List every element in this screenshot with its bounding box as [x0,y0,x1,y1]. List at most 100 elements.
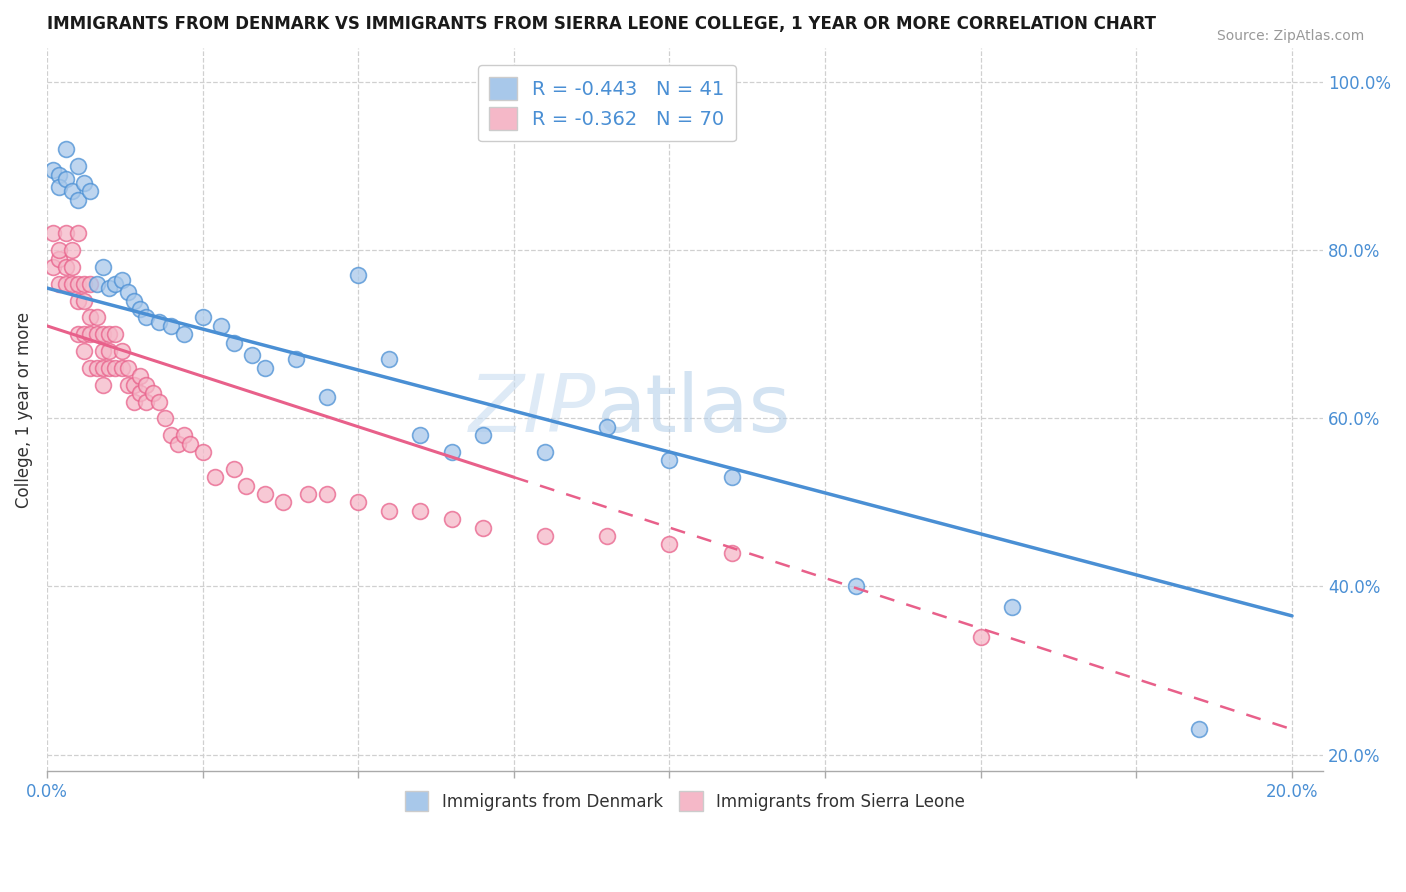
Point [73,293,96,308]
Point [86,327,108,342]
Point [48,180,70,194]
Point [66,293,89,308]
Y-axis label: College, 1 year or more: College, 1 year or more [15,312,32,508]
Point [104,327,127,342]
Point [79,277,101,291]
Point [191,445,214,459]
Point [122,394,145,409]
Point [297,487,319,501]
Point [79,185,101,199]
Point [122,293,145,308]
Point [142,386,165,401]
Point [222,462,245,476]
Point [110,360,132,375]
Point [48,277,70,291]
Point [1188,723,1211,737]
Point [73,344,96,359]
Point [79,310,101,325]
Point [720,470,742,484]
Legend: Immigrants from Denmark, Immigrants from Sierra Leone: Immigrants from Denmark, Immigrants from… [398,785,972,817]
Point [1001,600,1024,615]
Point [160,428,183,442]
Point [79,327,101,342]
Point [845,579,868,593]
Point [98,344,121,359]
Point [135,377,157,392]
Point [173,428,195,442]
Point [534,445,557,459]
Point [658,453,681,467]
Point [60,277,83,291]
Point [970,630,993,644]
Point [104,277,127,291]
Point [284,352,307,367]
Point [129,301,152,316]
Point [378,504,401,518]
Point [73,176,96,190]
Point [55,277,77,291]
Point [148,315,170,329]
Point [73,327,96,342]
Point [42,227,65,241]
Point [91,360,114,375]
Point [135,310,157,325]
Point [79,360,101,375]
Point [129,386,152,401]
Point [66,277,89,291]
Point [86,360,108,375]
Point [596,529,619,543]
Point [86,277,108,291]
Point [160,318,183,333]
Point [166,436,188,450]
Point [135,394,157,409]
Point [173,327,195,342]
Point [273,495,295,509]
Point [316,487,339,501]
Text: Source: ZipAtlas.com: Source: ZipAtlas.com [1216,29,1364,43]
Point [98,360,121,375]
Point [91,260,114,274]
Point [117,360,139,375]
Point [91,344,114,359]
Point [440,512,463,526]
Point [191,310,214,325]
Point [409,428,432,442]
Text: ZIP: ZIP [468,371,596,449]
Point [60,185,83,199]
Point [104,360,127,375]
Point [222,335,245,350]
Point [148,394,170,409]
Point [110,272,132,286]
Point [66,193,89,207]
Point [179,436,201,450]
Point [347,495,370,509]
Point [66,159,89,173]
Point [209,318,232,333]
Point [98,281,121,295]
Point [471,428,494,442]
Point [347,268,370,283]
Point [240,348,263,362]
Point [153,411,176,425]
Point [720,546,742,560]
Point [55,260,77,274]
Point [48,252,70,266]
Point [60,260,83,274]
Point [98,327,121,342]
Point [129,369,152,384]
Point [42,163,65,178]
Point [253,487,276,501]
Point [60,243,83,257]
Point [316,390,339,404]
Point [55,227,77,241]
Point [48,243,70,257]
Point [55,142,77,156]
Point [91,377,114,392]
Point [117,377,139,392]
Point [91,327,114,342]
Point [48,168,70,182]
Point [409,504,432,518]
Point [42,260,65,274]
Point [117,285,139,300]
Point [66,327,89,342]
